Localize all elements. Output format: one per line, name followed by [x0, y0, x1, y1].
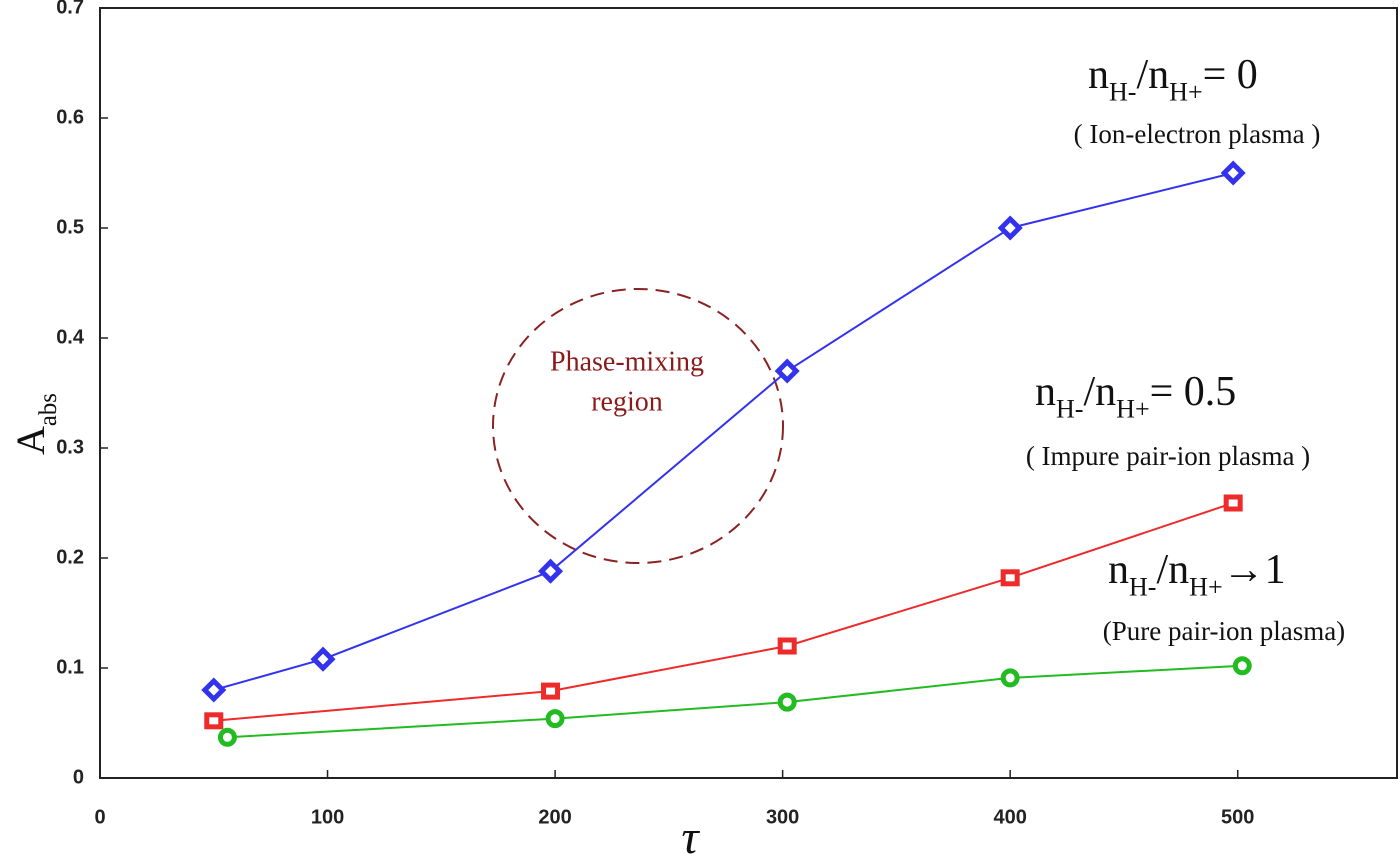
annotation-part: H-: [1129, 573, 1156, 602]
x-tick-label: 500: [1221, 806, 1254, 828]
marker: [204, 712, 224, 730]
annotation-part: = 0.5: [1150, 369, 1237, 415]
marker: [217, 727, 237, 747]
marker: [777, 692, 797, 712]
marker: [1223, 494, 1243, 512]
annotation-part: abs: [35, 393, 62, 426]
annotation: Aabs: [8, 393, 62, 455]
x-tick-label: 400: [993, 806, 1026, 828]
marker: [1220, 160, 1246, 186]
y-tick-label: 0.6: [56, 106, 84, 128]
y-tick-label: 0.3: [56, 436, 84, 458]
annotation-part: →1: [1223, 547, 1286, 593]
marker: [541, 682, 561, 700]
annotation-note: ( Ion-electron plasma ): [1074, 119, 1321, 149]
y-tick-label: 0.4: [56, 326, 85, 348]
marker: [997, 215, 1023, 241]
marker: [201, 677, 227, 703]
y-tick-label: 0: [73, 766, 84, 788]
annotation: nH-/nH+→1: [1108, 547, 1286, 602]
marker: [1232, 656, 1252, 676]
annotation-note: (Pure pair-ion plasma): [1103, 616, 1345, 646]
annotation-part: H+: [1189, 573, 1222, 602]
annotation-part: /n: [1083, 369, 1116, 415]
plot-frame: [99, 7, 1398, 779]
region-label: Phase-mixing: [550, 346, 704, 377]
annotation: nH-/nH+= 0.5: [1035, 369, 1236, 424]
region-label: region: [591, 386, 663, 417]
y-tick-label: 0.5: [56, 216, 84, 238]
annotation: nH-/nH+= 0: [1088, 52, 1258, 107]
annotation-part: n: [1035, 369, 1056, 415]
annotation-note: ( Impure pair-ion plasma ): [1026, 441, 1310, 471]
marker: [1000, 569, 1020, 587]
marker: [538, 558, 564, 584]
annotation-part: H+: [1169, 78, 1202, 107]
series-line: [213, 172, 1234, 691]
y-tick-label: 0.7: [56, 0, 84, 18]
annotation-part: n: [1108, 547, 1129, 593]
marker: [777, 637, 797, 655]
series-line: [213, 502, 1234, 722]
marker: [310, 646, 336, 672]
annotation-part: /n: [1136, 52, 1169, 98]
annotation-part: A: [8, 426, 53, 455]
series-line: [227, 664, 1243, 739]
marker: [774, 358, 800, 384]
annotation-part: n: [1088, 52, 1109, 98]
marker: [1000, 668, 1020, 688]
annotation-part: H-: [1109, 78, 1136, 107]
annotation-part: /n: [1156, 547, 1189, 593]
x-tick-label: 200: [538, 806, 571, 828]
annotation-part: H-: [1056, 395, 1083, 424]
x-tick-label: 300: [766, 806, 799, 828]
annotation-part: = 0: [1203, 52, 1258, 98]
marker: [545, 709, 565, 729]
x-tick-label: 100: [311, 806, 344, 828]
y-tick-label: 0.1: [56, 656, 84, 678]
phase-mixing-circle: [492, 288, 784, 564]
annotation-part: H+: [1116, 395, 1149, 424]
x-tick-label: 0: [94, 806, 105, 828]
y-tick-label: 0.2: [56, 546, 84, 568]
x-axis-label: τ: [681, 811, 700, 858]
